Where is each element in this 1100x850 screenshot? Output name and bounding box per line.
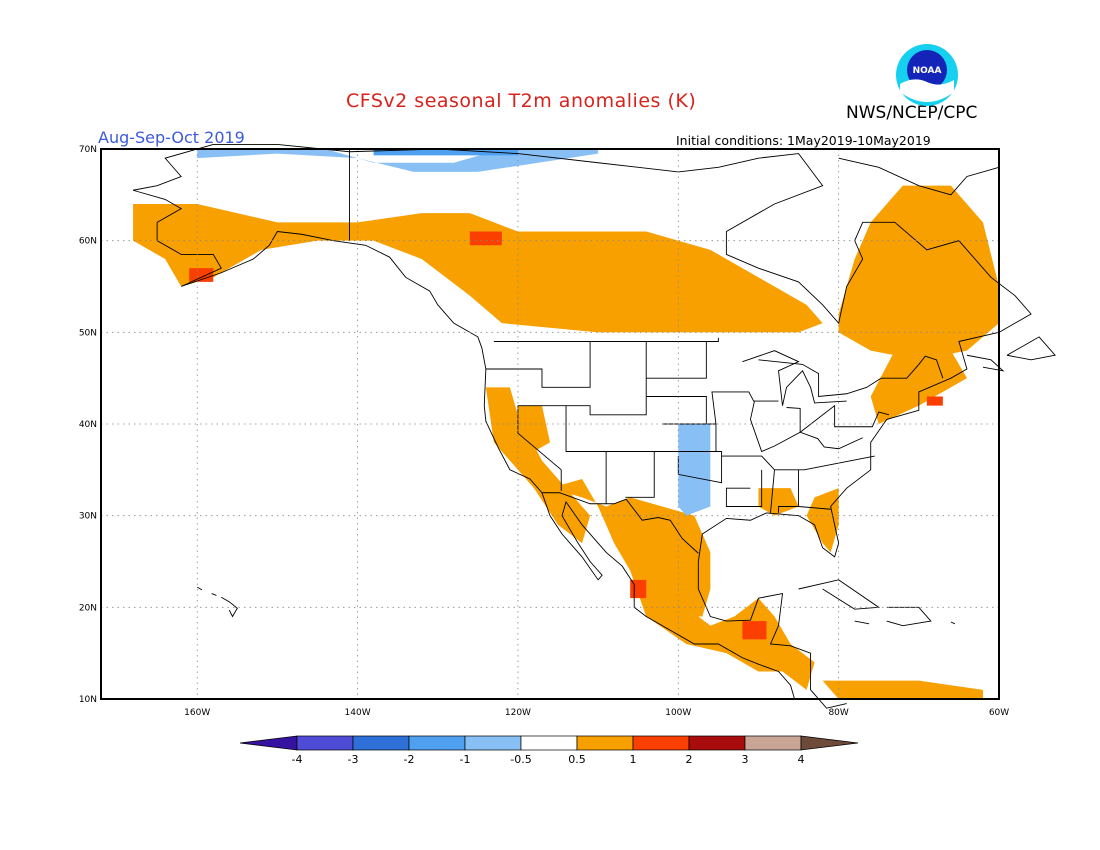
gridlines	[101, 149, 999, 699]
anomaly-region	[189, 268, 214, 282]
longitude-tick-label: 100W	[665, 708, 691, 718]
colorbar-segment	[464, 735, 522, 751]
anomaly-region	[870, 350, 967, 424]
latitude-tick-label: 30N	[79, 512, 97, 522]
anomaly-region	[678, 424, 711, 516]
colorbar-arrow-high	[800, 735, 859, 751]
coastline	[662, 423, 717, 452]
anomaly-region	[133, 204, 823, 333]
coastline	[1006, 336, 1056, 361]
colorbar-label: 1	[630, 753, 637, 766]
colorbar-segment	[352, 735, 410, 751]
coastline	[725, 469, 763, 507]
map-frame	[100, 148, 1000, 700]
coastline	[886, 606, 932, 627]
colorbar-label: -4	[292, 753, 303, 766]
season-label: Aug-Sep-Oct 2019	[98, 128, 245, 147]
coastline	[798, 506, 831, 510]
latitude-tick-label: 20N	[79, 603, 97, 613]
latitude-tick-label: 10N	[79, 695, 97, 705]
anomaly-region	[469, 231, 502, 246]
coastline	[838, 157, 1000, 196]
coastline	[485, 341, 591, 388]
longitude-tick-label: 160W	[184, 708, 210, 718]
anomaly-region	[742, 621, 767, 640]
latitude-axis: 70N 60N 50N 40N 30N 20N 10N	[79, 145, 97, 705]
colorbar-segment	[688, 735, 746, 751]
coastline	[211, 593, 217, 596]
coastline	[196, 586, 203, 591]
coastline	[541, 492, 699, 554]
coastline	[770, 469, 775, 513]
anomaly-region	[758, 488, 799, 516]
colorbar-label: 3	[742, 753, 749, 766]
longitude-tick-label: 60W	[989, 708, 1009, 718]
coastline	[778, 469, 800, 513]
colorbar-label: -0.5	[510, 753, 531, 766]
colorbar-segment	[408, 735, 466, 751]
anomaly-region	[630, 570, 815, 690]
colorbar-label: -1	[460, 753, 471, 766]
longitude-tick-label: 140W	[345, 708, 371, 718]
colorbar-arrow-low	[239, 735, 298, 751]
coastline	[950, 621, 956, 625]
coastline	[758, 355, 944, 397]
coastline	[132, 189, 795, 700]
longitude-tick-label: 80W	[828, 708, 848, 718]
anomaly-region	[373, 149, 518, 156]
coastline	[646, 391, 779, 425]
anomaly-region	[926, 396, 943, 406]
latitude-tick-label: 50N	[79, 328, 97, 338]
colorbar-label: -3	[348, 753, 359, 766]
anomaly-region	[822, 680, 983, 699]
colorbar-segment	[296, 735, 354, 751]
anomaly-region	[550, 479, 711, 617]
noaa-logo-text: NOAA	[913, 66, 942, 76]
coastline	[493, 337, 719, 342]
anomaly-region	[806, 488, 839, 553]
anomaly-region	[485, 387, 591, 544]
coastline	[625, 451, 655, 498]
colorbar-segment	[576, 735, 634, 751]
colorbar-label: 4	[798, 753, 805, 766]
noaa-logo: NOAA	[896, 44, 958, 106]
colorbar-segment	[520, 735, 578, 751]
coastline	[854, 620, 870, 625]
agency-label: NWS/NCEP/CPC	[846, 103, 978, 123]
coastline	[646, 341, 707, 379]
latitude-tick-label: 60N	[79, 237, 97, 247]
coastline	[517, 341, 647, 416]
latitude-tick-label: 70N	[79, 145, 97, 155]
longitude-axis: 160W 140W 120W 100W 80W 60W	[184, 708, 1009, 718]
colorbar-label: -2	[404, 753, 415, 766]
coastline	[798, 579, 881, 610]
coastline	[799, 404, 890, 433]
colorbar-label: 2	[686, 753, 693, 766]
coastline	[966, 354, 1005, 372]
coastline	[132, 143, 1032, 709]
map-title: CFSv2 seasonal T2m anomalies (K)	[346, 90, 697, 112]
coastline	[742, 350, 847, 406]
colorbar: -4 -3 -2 -1 -0.5 0.5 1 2 3 4	[239, 735, 859, 766]
latitude-tick-label: 40N	[79, 420, 97, 430]
colorbar-label: 0.5	[568, 753, 586, 766]
anomaly-region	[838, 185, 999, 360]
initial-conditions-label: Initial conditions: 1May2019-10May2019	[676, 133, 931, 148]
colorbar-segment	[632, 735, 690, 751]
longitude-tick-label: 120W	[505, 708, 531, 718]
coastline	[221, 596, 238, 618]
anomaly-layer	[133, 149, 999, 699]
colorbar-segment	[744, 735, 802, 751]
coastline	[565, 405, 607, 504]
